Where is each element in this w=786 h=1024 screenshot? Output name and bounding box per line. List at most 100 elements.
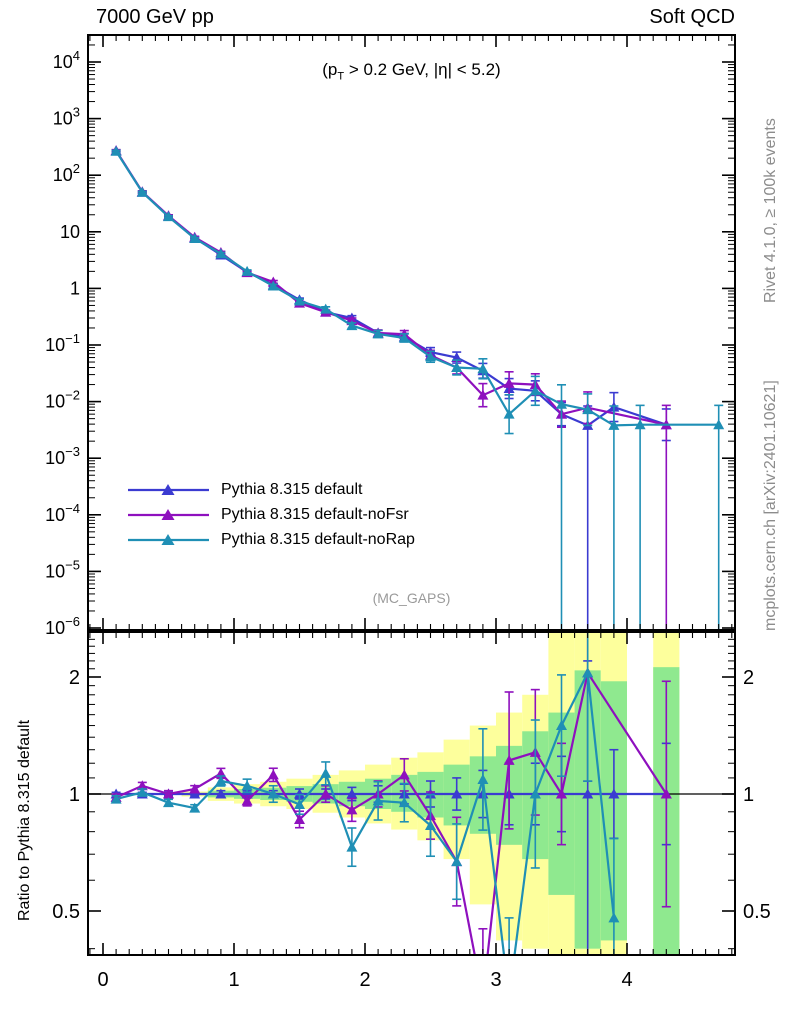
legend-triangle-marker bbox=[161, 533, 175, 545]
main-y-tick-label: 10 bbox=[60, 222, 80, 242]
triangle-marker bbox=[608, 419, 620, 430]
triangle-marker bbox=[451, 362, 463, 373]
triangle-marker bbox=[503, 377, 515, 388]
x-tick-label: 1 bbox=[228, 969, 239, 991]
main-y-tick-label: 10−2 bbox=[45, 388, 80, 412]
triangle-marker bbox=[529, 788, 541, 799]
main-panel bbox=[110, 145, 725, 629]
cut-annotation: (pT > 0.2 GeV, |η| < 5.2) bbox=[88, 60, 735, 82]
triangle-marker bbox=[320, 788, 332, 799]
legend-entry-norap: Pythia 8.315 default-noRap bbox=[126, 527, 415, 552]
triangle-marker bbox=[241, 780, 253, 791]
triangle-marker bbox=[294, 788, 305, 799]
triangle-marker bbox=[163, 211, 174, 222]
x-tick-label: 0 bbox=[97, 969, 108, 991]
triangle-marker bbox=[503, 754, 515, 765]
triangle-marker bbox=[503, 408, 515, 419]
cut-annotation-subscript: T bbox=[337, 70, 345, 83]
main-y-tick-label: 10−5 bbox=[45, 557, 80, 581]
triangle-marker bbox=[582, 404, 594, 415]
triangle-marker bbox=[346, 804, 358, 815]
main-series-line bbox=[115, 150, 719, 427]
ratio-axis-title: Ratio to Pythia 8.315 default bbox=[16, 719, 33, 921]
triangle-marker bbox=[215, 248, 227, 259]
triangle-marker bbox=[320, 303, 332, 314]
main-y-tick-label: 10−6 bbox=[45, 614, 80, 638]
triangle-marker bbox=[346, 788, 358, 799]
triangle-marker bbox=[398, 797, 410, 808]
triangle-marker bbox=[451, 788, 463, 799]
triangle-marker bbox=[294, 295, 305, 306]
triangle-marker bbox=[660, 788, 672, 799]
triangle-marker bbox=[451, 856, 463, 867]
triangle-marker bbox=[346, 320, 358, 331]
main-series-line bbox=[115, 150, 667, 427]
legend-swatch bbox=[128, 483, 209, 495]
triangle-marker bbox=[634, 419, 646, 430]
triangle-marker bbox=[372, 328, 384, 339]
main-series-line bbox=[115, 150, 667, 426]
ratio-series-line bbox=[115, 668, 615, 954]
mcplots-arxiv-label: mcplots.cern.ch [arXiv:2401.10621] bbox=[762, 380, 779, 631]
triangle-marker bbox=[241, 265, 253, 276]
triangle-marker bbox=[556, 788, 567, 799]
main-y-tick-label: 104 bbox=[53, 48, 80, 72]
triangle-marker bbox=[189, 802, 201, 813]
triangle-marker bbox=[320, 767, 332, 778]
main-panel-frame bbox=[87, 34, 736, 631]
triangle-marker bbox=[215, 775, 227, 786]
triangle-marker bbox=[477, 363, 489, 374]
triangle-marker bbox=[136, 186, 148, 197]
triangle-marker bbox=[556, 720, 567, 731]
triangle-marker bbox=[267, 280, 279, 291]
triangle-marker bbox=[163, 797, 174, 808]
x-tick-label: 3 bbox=[490, 969, 501, 991]
triangle-marker bbox=[398, 769, 410, 780]
triangle-marker bbox=[477, 992, 488, 1002]
analysis-watermark: (MC_GAPS) bbox=[372, 590, 451, 606]
triangle-marker bbox=[163, 788, 174, 799]
triangle-marker bbox=[372, 795, 384, 806]
triangle-marker bbox=[477, 773, 489, 784]
triangle-marker bbox=[477, 389, 489, 400]
ratio-y-tick-label-right: 2 bbox=[743, 667, 754, 689]
triangle-marker bbox=[189, 783, 201, 794]
main-y-tick-label: 10−1 bbox=[45, 331, 80, 355]
legend-entry-nofsr: Pythia 8.315 default-noFsr bbox=[126, 502, 415, 527]
process-group-title: Soft QCD bbox=[649, 6, 735, 28]
triangle-marker bbox=[110, 145, 122, 156]
x-tick-label: 4 bbox=[621, 969, 632, 991]
x-tick-label: 2 bbox=[359, 969, 370, 991]
triangle-marker bbox=[189, 233, 201, 244]
ratio-panel bbox=[89, 633, 734, 1002]
triangle-marker bbox=[582, 788, 594, 799]
triangle-marker bbox=[136, 780, 148, 791]
legend-triangle-marker bbox=[161, 508, 175, 520]
legend-label: Pythia 8.315 default-noRap bbox=[221, 530, 415, 548]
rivet-version-label: Rivet 4.1.0, ≥ 100k events bbox=[762, 118, 779, 303]
main-y-tick-label: 103 bbox=[53, 105, 80, 129]
legend-swatch bbox=[128, 508, 209, 520]
triangle-marker bbox=[556, 398, 567, 409]
cut-annotation-suffix: > 0.2 GeV, |η| < 5.2) bbox=[344, 60, 501, 79]
legend-label: Pythia 8.315 default bbox=[221, 480, 363, 498]
cut-annotation-prefix: (p bbox=[322, 60, 338, 79]
triangle-marker bbox=[425, 819, 436, 830]
triangle-marker bbox=[346, 841, 358, 852]
triangle-marker bbox=[713, 419, 725, 430]
triangle-marker bbox=[529, 385, 541, 396]
triangle-marker bbox=[267, 769, 279, 780]
triangle-marker bbox=[294, 813, 305, 824]
triangle-marker bbox=[582, 667, 594, 678]
triangle-marker bbox=[608, 912, 620, 923]
legend-label: Pythia 8.315 default-noFsr bbox=[221, 505, 409, 523]
triangle-marker bbox=[425, 351, 436, 362]
main-y-tick-label: 10−4 bbox=[45, 501, 80, 525]
ratio-y-tick-label-right: 0.5 bbox=[743, 901, 771, 923]
main-y-tick-label: 102 bbox=[53, 161, 80, 185]
triangle-marker bbox=[608, 788, 620, 799]
triangle-marker bbox=[215, 788, 227, 799]
triangle-marker bbox=[241, 795, 253, 806]
